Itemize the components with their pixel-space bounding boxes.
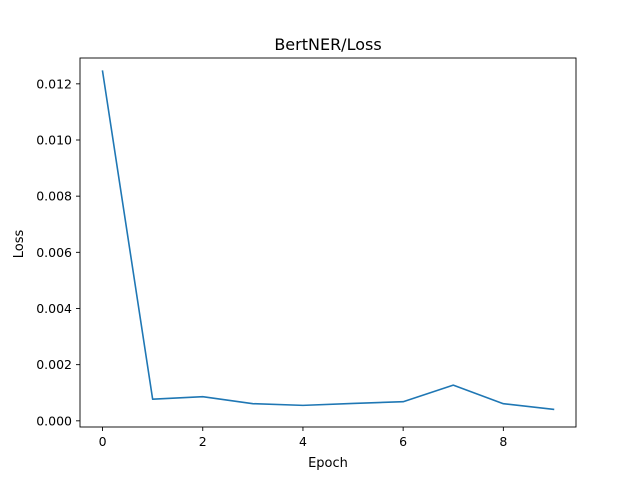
y-tick-label: 0.004: [36, 301, 72, 316]
x-tick-label: 0: [99, 434, 107, 449]
y-tick-label: 0.002: [36, 357, 72, 372]
x-tick-label: 2: [199, 434, 207, 449]
plot-area: 0 2 4 6 8 0.000 0.002 0.004 0.006 0.008 0.010 0.012: [36, 57, 577, 449]
x-axis-label: Epoch: [308, 456, 348, 471]
chart-title: BertNER/Loss: [274, 35, 381, 54]
y-axis-label: Loss: [12, 230, 27, 259]
y-tick-label: 0.010: [36, 133, 72, 148]
y-tick-label: 0.000: [36, 413, 72, 428]
axes-frame: [79, 57, 577, 428]
y-tick-label: 0.012: [36, 76, 72, 91]
y-tick-label: 0.008: [36, 189, 72, 204]
loss-series-line: [101, 70, 555, 411]
x-tick-label: 8: [499, 434, 507, 449]
x-tick-label: 6: [399, 434, 407, 449]
x-tick-label: 4: [299, 434, 307, 449]
y-tick-label: 0.006: [36, 245, 72, 260]
